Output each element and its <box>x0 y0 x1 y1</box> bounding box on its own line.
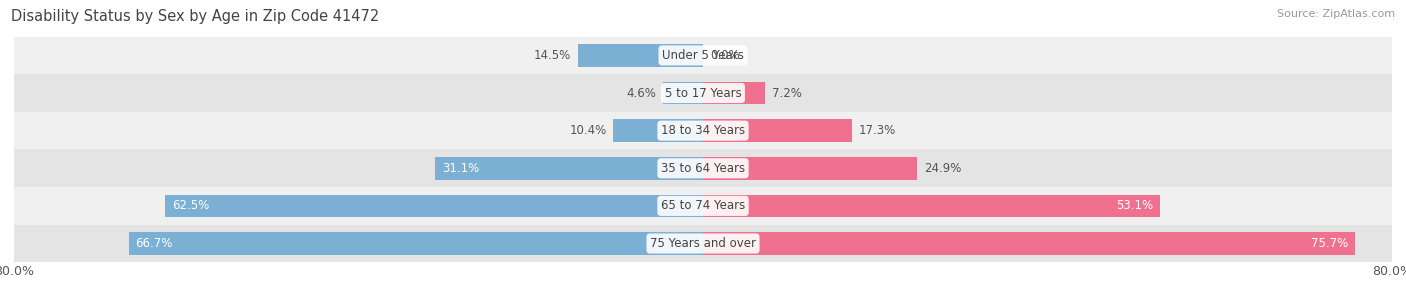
Bar <box>703 232 1355 255</box>
Bar <box>613 119 703 142</box>
Bar <box>14 74 1392 112</box>
Bar <box>14 149 1392 187</box>
Text: Under 5 Years: Under 5 Years <box>662 49 744 62</box>
Text: 75.7%: 75.7% <box>1310 237 1348 250</box>
Bar <box>703 195 1160 217</box>
Text: Disability Status by Sex by Age in Zip Code 41472: Disability Status by Sex by Age in Zip C… <box>11 9 380 24</box>
Bar <box>703 82 765 104</box>
Bar <box>128 232 703 255</box>
Text: 5 to 17 Years: 5 to 17 Years <box>665 87 741 99</box>
Text: 66.7%: 66.7% <box>135 237 173 250</box>
Text: 4.6%: 4.6% <box>627 87 657 99</box>
Text: 35 to 64 Years: 35 to 64 Years <box>661 162 745 175</box>
Text: 62.5%: 62.5% <box>172 199 209 212</box>
Text: 31.1%: 31.1% <box>441 162 479 175</box>
Bar <box>14 37 1392 74</box>
Bar <box>703 157 918 180</box>
Text: 24.9%: 24.9% <box>924 162 962 175</box>
Bar <box>703 119 852 142</box>
Text: 17.3%: 17.3% <box>859 124 896 137</box>
Text: 75 Years and over: 75 Years and over <box>650 237 756 250</box>
Bar <box>578 44 703 67</box>
Bar <box>14 112 1392 149</box>
Text: 65 to 74 Years: 65 to 74 Years <box>661 199 745 212</box>
Bar <box>664 82 703 104</box>
Bar <box>14 225 1392 262</box>
Bar <box>436 157 703 180</box>
Text: 7.2%: 7.2% <box>772 87 801 99</box>
Text: Source: ZipAtlas.com: Source: ZipAtlas.com <box>1277 9 1395 19</box>
Bar <box>165 195 703 217</box>
Text: 14.5%: 14.5% <box>534 49 571 62</box>
Text: 10.4%: 10.4% <box>569 124 606 137</box>
Text: 18 to 34 Years: 18 to 34 Years <box>661 124 745 137</box>
Text: 0.0%: 0.0% <box>710 49 740 62</box>
Bar <box>14 187 1392 225</box>
Text: 53.1%: 53.1% <box>1116 199 1153 212</box>
